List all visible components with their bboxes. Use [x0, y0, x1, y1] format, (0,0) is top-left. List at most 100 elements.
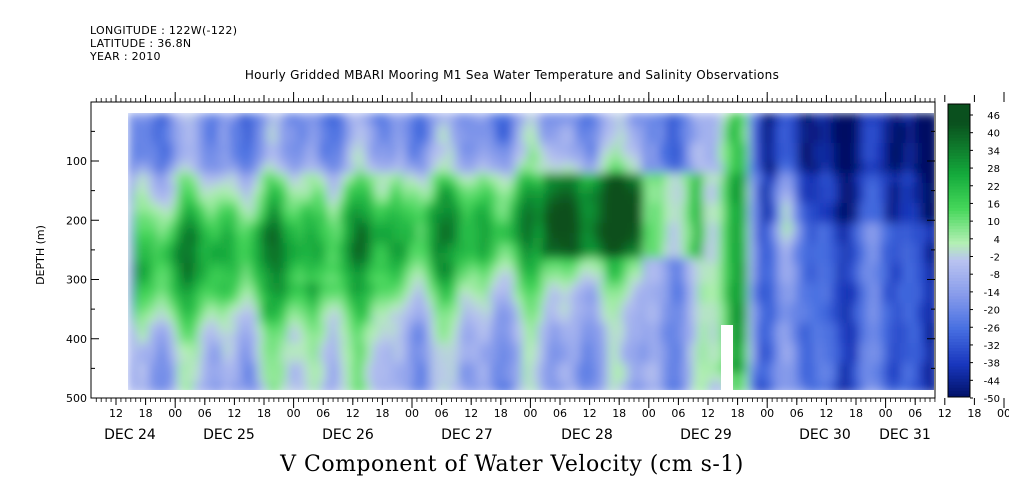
x-day-label: DEC 27	[441, 427, 493, 443]
colorbar-swatch	[948, 149, 970, 154]
colorbar-swatch	[948, 284, 970, 288]
colorbar-swatch	[948, 113, 970, 117]
colorbar-swatch	[948, 342, 970, 346]
colorbar-swatch	[948, 158, 970, 163]
latitude-label: LATITUDE : 36.8N	[90, 37, 192, 50]
colorbar-frame	[947, 103, 971, 398]
colorbar-swatch	[948, 351, 970, 355]
colorbar-swatch	[948, 268, 970, 273]
colorbar-swatch	[948, 320, 970, 325]
colorbar-swatch	[948, 128, 970, 132]
colorbar-label: -20	[984, 306, 1000, 317]
x-tick-label: 12	[819, 407, 833, 420]
x-tick-label: 18	[257, 407, 271, 420]
colorbar-swatch	[948, 174, 970, 178]
colorbar-swatch	[948, 308, 970, 313]
colorbar-swatch	[948, 119, 970, 123]
longitude-label: LONGITUDE : 122W(-122)	[90, 24, 238, 37]
colorbar-swatch	[948, 290, 970, 294]
colorbar-label: -38	[984, 359, 1000, 370]
colorbar-swatch	[948, 314, 970, 319]
colorbar-swatch	[948, 137, 970, 142]
x-tick-label: 06	[908, 407, 922, 420]
colorbar-swatch	[948, 378, 970, 383]
colorbar-swatch	[948, 210, 970, 215]
colorbar-swatch	[948, 296, 970, 300]
chart-title: Hourly Gridded MBARI Mooring M1 Sea Wate…	[244, 68, 780, 82]
y-axis-label: DEPTH (m)	[34, 225, 47, 285]
colorbar-swatch	[948, 357, 970, 361]
colorbar-swatch	[948, 256, 970, 261]
colorbar-swatch	[948, 177, 970, 181]
colorbar-swatch	[948, 329, 970, 334]
colorbar-swatch	[948, 122, 970, 126]
colorbar-swatch	[948, 207, 970, 212]
colorbar-swatch	[948, 247, 970, 251]
colorbar-swatch	[948, 107, 970, 111]
colorbar-swatch	[948, 345, 970, 349]
x-tick-label: 18	[139, 407, 153, 420]
colorbar-swatch	[948, 348, 970, 352]
x-day-label: DEC 24	[104, 427, 156, 443]
colorbar-swatch	[948, 271, 970, 276]
x-tick-label: 06	[790, 407, 804, 420]
y-tick-label: 400	[66, 333, 87, 346]
colorbar-swatch	[948, 360, 970, 364]
colorbar-swatch	[948, 299, 970, 303]
colorbar-swatch	[948, 198, 970, 203]
x-tick-label: 00	[879, 407, 893, 420]
colorbar-swatch	[948, 219, 970, 224]
colorbar-label: 34	[987, 146, 1000, 157]
x-tick-label: 18	[849, 407, 863, 420]
x-tick-label: 06	[316, 407, 330, 420]
colorbar-swatch	[948, 171, 970, 175]
x-tick-label: 18	[731, 407, 745, 420]
y-tick-label: 500	[66, 392, 87, 405]
colorbar-swatch	[948, 293, 970, 297]
colorbar-swatch	[948, 274, 970, 279]
colorbar-label: 10	[987, 217, 1000, 228]
colorbar-swatch	[948, 125, 970, 129]
colorbar-swatch	[948, 311, 970, 316]
missing-data-gap	[721, 325, 733, 390]
colorbar-swatch	[948, 366, 970, 371]
x-tick-label: 18	[375, 407, 389, 420]
colorbar-swatch	[948, 241, 970, 245]
colorbar-swatch	[948, 213, 970, 218]
x-tick-label: 00	[168, 407, 182, 420]
colorbar-swatch	[948, 146, 970, 151]
x-tick-label: 12	[583, 407, 597, 420]
x-tick-label: 06	[198, 407, 212, 420]
colorbar-swatch	[948, 235, 970, 239]
colorbar-label: -14	[984, 288, 1000, 299]
colorbar-swatch	[948, 238, 970, 242]
colorbar-swatch	[948, 262, 970, 267]
x-tick-label: 18	[494, 407, 508, 420]
colorbar-swatch	[948, 223, 970, 227]
colorbar-swatch	[948, 390, 970, 395]
y-tick-label: 100	[66, 155, 87, 168]
colorbar-swatch	[948, 317, 970, 322]
x-day-label: DEC 28	[561, 427, 613, 443]
x-tick-label: 00	[523, 407, 537, 420]
x-tick-label: 12	[464, 407, 478, 420]
colorbar-swatch	[948, 226, 970, 230]
colorbar-swatch	[948, 332, 970, 337]
colorbar-swatch	[948, 201, 970, 206]
x-tick-label: 12	[109, 407, 123, 420]
colorbar-label: -2	[990, 253, 1000, 264]
colorbar-swatch	[948, 305, 970, 309]
colorbar: 46 40 34 28 22 16 10 4 -2 -8 -14 -20 -26 -32 -38 -44 -50	[947, 103, 1000, 405]
x-tick-label: 18	[612, 407, 626, 420]
colorbar-swatch	[948, 354, 970, 358]
colorbar-swatch	[948, 195, 970, 200]
x-tick-label: 06	[553, 407, 567, 420]
colorbar-swatch	[948, 186, 970, 190]
colorbar-swatch	[948, 369, 970, 374]
colorbar-swatch	[948, 326, 970, 331]
x-tick-label: 18	[967, 407, 981, 420]
colorbar-swatch	[948, 165, 970, 169]
colorbar-swatch	[948, 104, 970, 108]
colorbar-swatch	[948, 259, 970, 264]
